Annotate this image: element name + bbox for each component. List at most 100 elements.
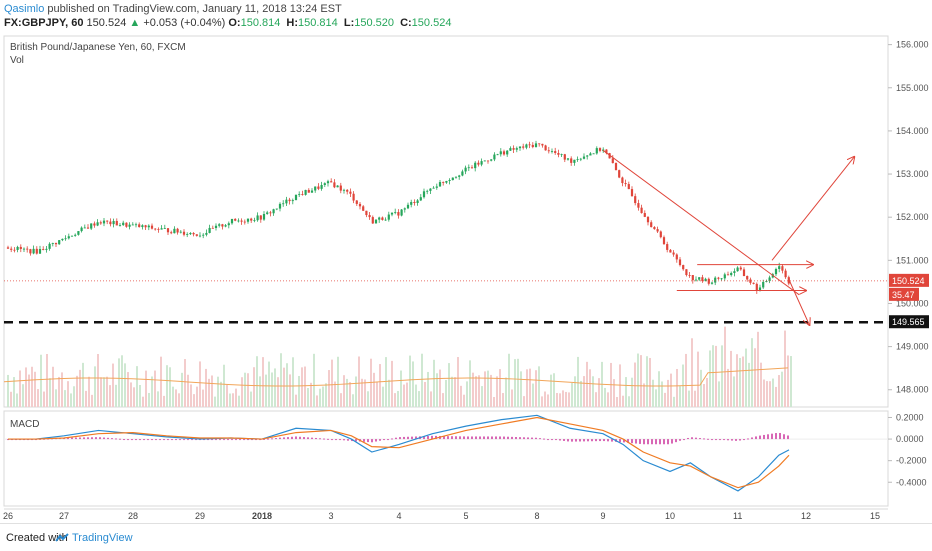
volume-bar [430,391,432,407]
macd-hist-bar [463,436,465,440]
macd-hist-bar [695,437,697,440]
change-value: +0.053 (+0.04%) [143,17,226,29]
candle-body [544,145,547,151]
volume-bar [778,375,780,407]
macd-hist-bar [227,439,229,441]
candle-body [214,225,218,229]
candle-body [579,158,582,160]
candle-body [672,252,675,255]
macd-hist-bar [539,438,541,440]
volume-bar [235,388,237,407]
candle-body [627,184,630,190]
volume-bar [526,369,528,407]
candle-body [637,203,640,208]
low-value: 150.520 [354,17,394,29]
volume-bar [472,372,474,407]
candle-body [259,215,262,220]
candle-body [339,185,342,191]
current-price-label: 150.524 [892,276,925,286]
price-tick-label: 149.000 [896,342,929,352]
candle-body [550,151,554,152]
macd-hist-bar [87,437,89,440]
volume-bar [586,361,588,407]
candle-body [160,228,163,230]
author-link[interactable]: Qasimlo [4,3,45,15]
candle-body [86,227,90,229]
candle-body [336,185,339,188]
candle-body [371,217,374,224]
macd-hist-bar [331,439,333,441]
candle-body [598,148,602,151]
created-with-text: Created with [6,532,68,544]
candle-body [506,150,509,155]
macd-hist-bar [339,439,341,441]
candle-body [758,287,762,291]
macd-hist-bar [139,439,141,441]
macd-hist-bar [143,439,145,441]
volume-bar [697,351,699,407]
candle-body [189,232,192,235]
chart-canvas[interactable]: 156.000 155.000 154.000 153.000 152.000 151.0… [0,0,932,523]
macd-hist-bar [347,439,349,441]
volume-bar [538,366,540,407]
macd-hist-bar [111,438,113,440]
volume-bar [550,374,552,407]
volume-bar [271,372,273,407]
macd-hist-bar [735,439,737,441]
candle-body [707,278,710,284]
volume-bar [46,353,48,407]
volume-bar [790,356,792,407]
candle-body [720,278,723,280]
macd-hist-bar [671,439,673,444]
volume-bar [496,376,498,407]
candle-body [42,248,45,250]
candle-body [83,227,86,229]
volume-bar [43,391,45,407]
price-tick-label: 153.000 [896,169,929,179]
candle-body [102,220,106,224]
time-tick-label: 12 [801,511,811,521]
candle-body [384,219,387,221]
volume-bar [178,393,180,407]
volume-bar [268,361,270,407]
volume-bar [406,382,408,407]
volume-bar [34,371,36,407]
macd-hist-bar [515,437,517,440]
macd-hist-bar [587,439,589,442]
candle-body [291,200,294,202]
macd-hist-bar [555,439,557,441]
tradingview-brand-link[interactable]: TradingView [72,532,133,544]
macd-tick-label: 0.0000 [896,434,924,444]
volume-bar [91,394,93,407]
macd-hist-bar [235,439,237,441]
candle-body [678,259,682,266]
candle-body [592,153,595,155]
candle-body [611,158,614,164]
macd-hist-bar [167,439,169,441]
candle-body [621,177,624,184]
macd-hist-bar [727,439,729,441]
candle-body [394,212,397,213]
volume-bar [280,353,282,407]
macd-hist-bar [443,436,445,440]
support-level-badge [889,315,929,329]
macd-hist-bar [251,439,253,441]
volume-bar [124,363,126,407]
volume-bar [88,376,90,407]
macd-hist-bar [147,439,149,441]
macd-hist-bar [323,438,325,440]
macd-hist-bar [427,436,429,440]
candle-body [675,254,678,260]
volume-bar [397,390,399,407]
candle-body [442,182,445,183]
volume-bar [361,378,363,407]
candle-body [298,194,301,195]
volume-bar [691,338,693,407]
volume-bar [553,373,555,407]
volume-bar [22,384,24,407]
macd-hist-bar [739,439,741,441]
volume-bar [208,378,210,407]
candle-body [387,214,390,220]
volume-bar [55,389,57,407]
macd-hist-bar [375,439,377,442]
